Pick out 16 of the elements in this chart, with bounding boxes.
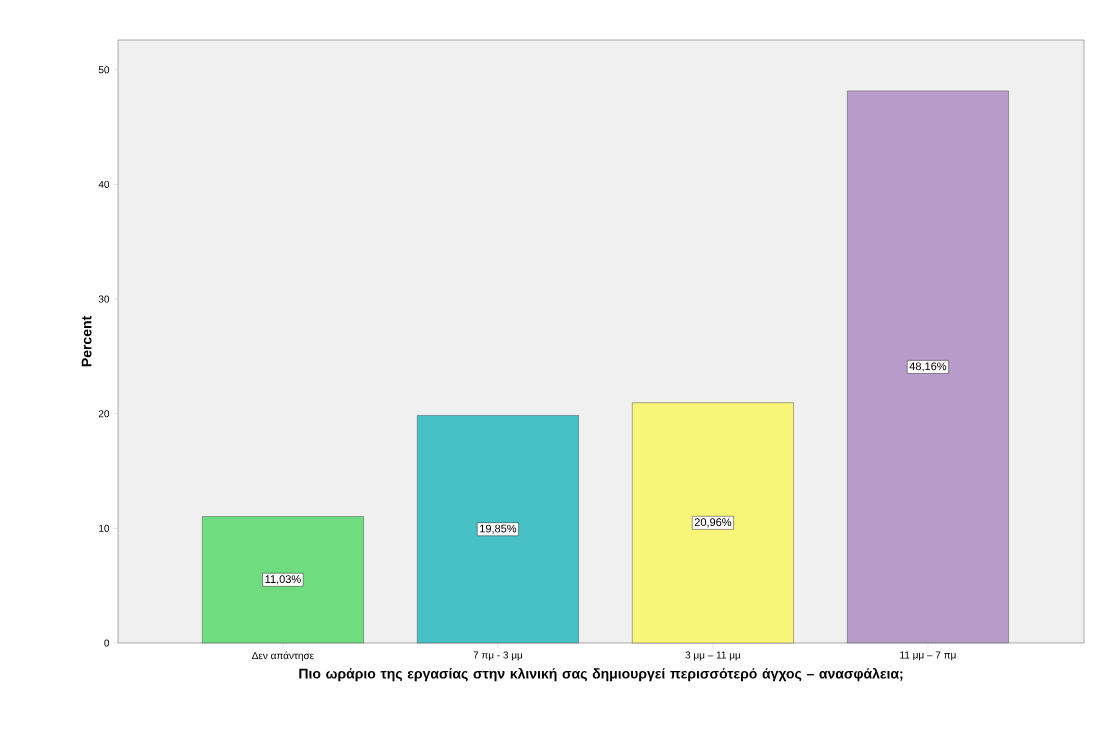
x-tick-label: 7 πμ - 3 μμ xyxy=(473,651,523,661)
y-tick-label: 50 xyxy=(98,66,110,74)
y-tick-label: 0 xyxy=(104,639,110,647)
x-tick-label: 3 μμ – 11 μμ xyxy=(685,651,741,661)
y-axis-title: Percent xyxy=(81,315,92,367)
data-label: 11,03% xyxy=(265,575,301,585)
data-label: 20,96% xyxy=(694,518,732,528)
y-tick-label: 10 xyxy=(99,524,110,532)
x-tick-label: Δεν απάντησε xyxy=(252,651,314,662)
y-tick-label: 30 xyxy=(98,295,110,303)
y-tick-label: 40 xyxy=(98,180,110,188)
data-label: 19,85% xyxy=(480,524,517,534)
y-tick-label: 20 xyxy=(98,410,110,418)
data-label: 48,16% xyxy=(909,362,947,372)
x-tick-label: 11 μμ – 7 πμ xyxy=(900,651,956,661)
x-axis-title: Πιο ωράριο της εργασίας στην κλινική σας δημιουργεί περισσότερό άγχος – ανασφάλεια; xyxy=(299,667,903,682)
